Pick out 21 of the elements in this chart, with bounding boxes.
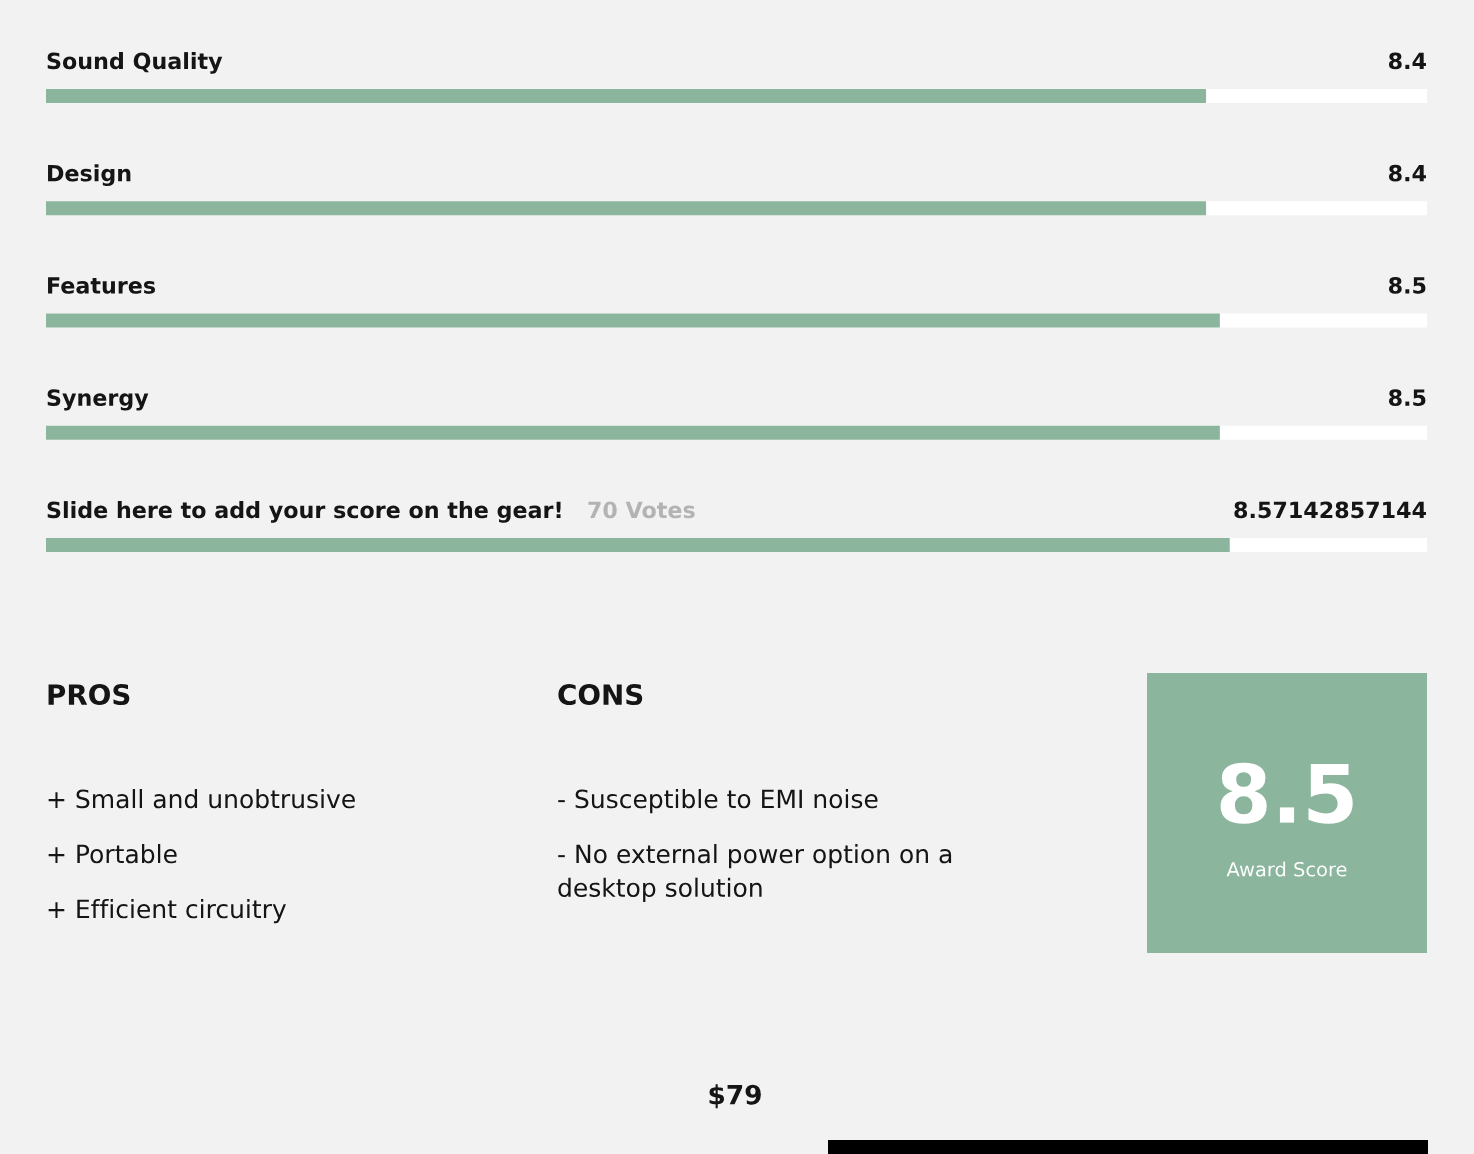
data-label: 8.5	[1220, 762, 1353, 824]
annotation: 70 Votes	[588, 501, 695, 519]
data-label: 8.5	[1388, 389, 1426, 407]
text: PROS	[48, 684, 130, 706]
category-label: Award Score	[1226, 861, 1347, 877]
y-tick-label: Slide here to add your score on the gear!	[47, 501, 561, 523]
data-label: 8.4	[1388, 164, 1426, 182]
y-tick-label: Design	[48, 164, 131, 187]
text: + Efficient circuitry	[48, 899, 286, 924]
text: - Susceptible to EMI noise	[558, 789, 878, 814]
y-tick-label: Synergy	[47, 389, 149, 411]
text: $79	[709, 1084, 761, 1109]
y-tick-label: Sound Quality	[47, 52, 223, 74]
data-label: 8.5	[1388, 277, 1426, 294]
text: + Small and unobtrusive	[48, 789, 355, 809]
text: CONS	[558, 684, 643, 706]
y-tick-label: Features	[48, 277, 156, 294]
data-label: 8.57142857144	[1234, 501, 1426, 519]
data-label: 8.4	[1388, 52, 1426, 70]
text: + Portable	[48, 844, 177, 864]
text: - No external power option on a desktop solution	[558, 844, 952, 902]
